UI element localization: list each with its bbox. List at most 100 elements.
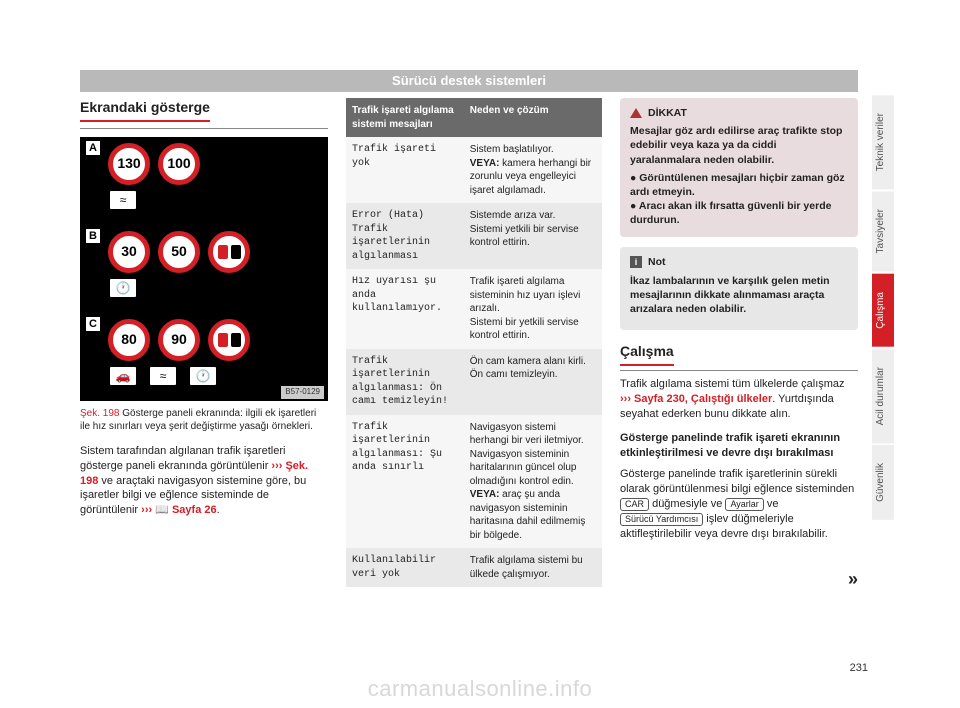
sub-sign-row: 🕐 xyxy=(108,277,138,299)
keycap-settings: Ayarlar xyxy=(725,498,763,511)
table-row: Kullanılabilir veri yokTrafik algılama s… xyxy=(346,548,602,587)
chapter-header: Sürücü destek sistemleri xyxy=(80,70,858,92)
figure-panel: B 30 50 🕐 xyxy=(80,225,328,313)
no-overtake-sign xyxy=(208,231,250,273)
sub-sign-icon: ≈ xyxy=(108,189,138,211)
side-tabs: Teknik verilerTavsiyeler ÇalışmaAcil duru… xyxy=(872,95,894,520)
content-columns: Ekrandaki gösterge A 130 100 ≈ B 30 xyxy=(80,98,858,587)
figure-number: Şek. 198 xyxy=(80,408,119,419)
heading-wrap: Ekrandaki gösterge xyxy=(80,98,328,129)
column-left: Ekrandaki gösterge A 130 100 ≈ B 30 xyxy=(80,98,328,587)
column-right: DİKKAT Mesajlar göz ardı edilirse araç t… xyxy=(620,98,858,587)
note-title-text: Not xyxy=(648,255,666,269)
sub-sign-icon: 🕐 xyxy=(188,365,218,387)
figure-code: B57-0129 xyxy=(281,386,324,399)
text: Sistem tarafından algılanan trafik işare… xyxy=(80,445,285,472)
note-title: i Not xyxy=(630,255,848,269)
table-cell-message: Trafik işaretlerinin algılanması: Ön cam… xyxy=(346,349,464,415)
text: ve xyxy=(764,498,779,510)
section-heading: Ekrandaki gösterge xyxy=(80,98,210,122)
speed-sign: 80 xyxy=(108,319,150,361)
table-cell-message: Error (Hata) Trafik işaretlerinin algıla… xyxy=(346,203,464,269)
panel-label: A xyxy=(86,141,100,155)
text: düğmesiyle ve xyxy=(649,498,725,510)
text: Trafik algılama sistemi tüm ülkelerde ça… xyxy=(620,378,845,390)
panel-label: C xyxy=(86,317,100,331)
table-cell-reason: Trafik işareti algılama sisteminin hız u… xyxy=(464,269,602,349)
table-cell-reason: Sistemde arıza var.Sistemi yetkili bir s… xyxy=(464,203,602,269)
table-cell-reason: Trafik algılama sistemi bu ülkede çalışm… xyxy=(464,548,602,587)
text: . xyxy=(217,504,220,516)
warning-icon xyxy=(630,108,642,118)
speed-sign: 30 xyxy=(108,231,150,273)
figure-panel: A 130 100 ≈ xyxy=(80,137,328,225)
note-box: i Not İkaz lambalarının ve karşılık gele… xyxy=(620,247,858,330)
sub-sign-icon: 🚗 xyxy=(108,365,138,387)
sign-row: 30 50 xyxy=(108,231,250,273)
sign-row: 80 90 xyxy=(108,319,250,361)
sub-sign-row: 🚗 ≈ 🕐 xyxy=(108,365,218,387)
table-row: Error (Hata) Trafik işaretlerinin algıla… xyxy=(346,203,602,269)
text: Gösterge panelinde trafik işaretlerinin … xyxy=(620,468,854,495)
side-tab[interactable]: Çalışma xyxy=(872,274,894,347)
info-icon: i xyxy=(630,256,642,268)
table-cell-message: Hız uyarısı şu anda kullanılamıyor. xyxy=(346,269,464,349)
panel-label: B xyxy=(86,229,100,243)
watermark: carmanualsonline.info xyxy=(368,676,593,702)
continued-icon: » xyxy=(848,567,858,591)
sub-sign-icon: ≈ xyxy=(148,365,178,387)
warning-title-text: DİKKAT xyxy=(648,106,687,120)
table-cell-reason: Sistem başlatılıyor.VEYA: kamera herhang… xyxy=(464,137,602,203)
book-icon: 📖 xyxy=(155,504,169,516)
warning-item: Aracı akan ilk fırsatta güvenli bir yerd… xyxy=(630,199,848,227)
table-cell-message: Kullanılabilir veri yok xyxy=(346,548,464,587)
keycap-car: CAR xyxy=(620,498,649,511)
keycap-driver-assist: Sürücü Yardımcısı xyxy=(620,513,703,526)
side-tab[interactable]: Güvenlik xyxy=(872,445,894,520)
car-icon xyxy=(218,333,228,347)
sign-row: 130 100 xyxy=(108,143,200,185)
table-row: Trafik işaretlerinin algılanması: Ön cam… xyxy=(346,349,602,415)
heading-wrap: Çalışma xyxy=(620,342,858,371)
messages-table: Trafik işareti algılama sistemi mesajlar… xyxy=(346,98,602,587)
section-heading: Çalışma xyxy=(620,342,674,366)
side-tab[interactable]: Teknik veriler xyxy=(872,95,894,189)
table-row: Trafik işaretlerinin algılanması: Şu and… xyxy=(346,415,602,549)
side-tab[interactable]: Tavsiyeler xyxy=(872,191,894,271)
table-head-right: Neden ve çözüm xyxy=(464,98,602,137)
speed-sign: 50 xyxy=(158,231,200,273)
speed-sign: 90 xyxy=(158,319,200,361)
table-head-left: Trafik işareti algılama sistemi mesajlar… xyxy=(346,98,464,137)
figure-caption: Şek. 198 Gösterge paneli ekranında: ilgi… xyxy=(80,407,328,434)
table-cell-message: Trafik işareti yok xyxy=(346,137,464,203)
table-cell-message: Trafik işaretlerinin algılanması: Şu and… xyxy=(346,415,464,549)
body-paragraph: Gösterge panelinde trafik işaretlerinin … xyxy=(620,467,858,541)
body-paragraph: Trafik algılama sistemi tüm ülkelerde ça… xyxy=(620,377,858,422)
cross-ref-prefix: ››› xyxy=(141,504,155,516)
page-number: 231 xyxy=(850,662,868,674)
speed-sign: 100 xyxy=(158,143,200,185)
warning-lead: Mesajlar göz ardı edilirse araç trafikte… xyxy=(630,124,848,167)
sub-sign-row: ≈ xyxy=(108,189,138,211)
table-cell-reason: Navigasyon sistemi herhangi bir veri ile… xyxy=(464,415,602,549)
body-paragraph: Sistem tarafından algılanan trafik işare… xyxy=(80,444,328,518)
page: Sürücü destek sistemleri Ekrandaki göste… xyxy=(0,0,960,708)
sub-heading: Gösterge panelinde trafik işareti ekranı… xyxy=(620,431,858,461)
car-icon xyxy=(231,245,241,259)
warning-item: Görüntülenen mesajları hiçbir zaman göz … xyxy=(630,171,848,199)
speed-sign: 130 xyxy=(108,143,150,185)
table-row: Hız uyarısı şu anda kullanılamıyor.Trafi… xyxy=(346,269,602,349)
column-middle: Trafik işareti algılama sistemi mesajlar… xyxy=(346,98,602,587)
warning-box: DİKKAT Mesajlar göz ardı edilirse araç t… xyxy=(620,98,858,237)
note-text: İkaz lambalarının ve karşılık gelen meti… xyxy=(630,274,848,317)
car-icon xyxy=(218,245,228,259)
no-overtake-sign xyxy=(208,319,250,361)
warning-list: Görüntülenen mesajları hiçbir zaman göz … xyxy=(630,171,848,228)
side-tab[interactable]: Acil durumlar xyxy=(872,349,894,443)
sub-sign-icon: 🕐 xyxy=(108,277,138,299)
cross-ref: Sayfa 26 xyxy=(169,504,217,516)
car-icon xyxy=(231,333,241,347)
table-row: Trafik işareti yokSistem başlatılıyor.VE… xyxy=(346,137,602,203)
warning-title: DİKKAT xyxy=(630,106,848,120)
cross-ref: ››› Sayfa 230, Çalıştığı ülkeler xyxy=(620,393,772,405)
